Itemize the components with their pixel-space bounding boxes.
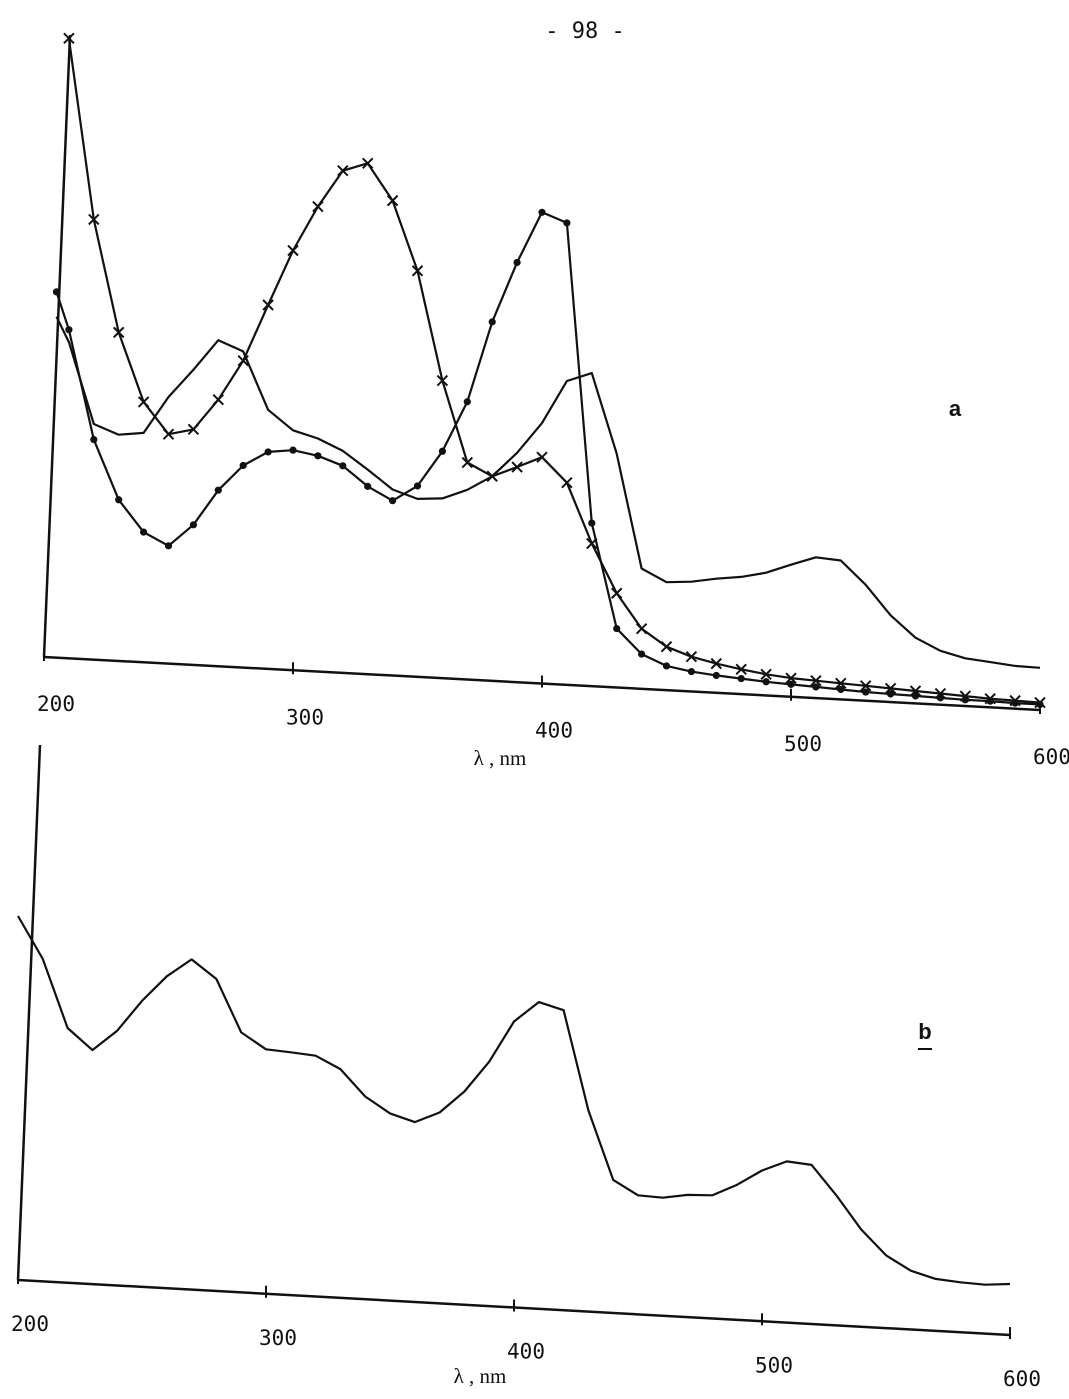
y-axis (44, 35, 70, 657)
dot-marker (53, 288, 60, 295)
spectrum-line (18, 916, 1010, 1285)
x-marker (562, 478, 572, 488)
dot-marker (812, 683, 819, 690)
panel-label: b (918, 1019, 931, 1044)
dot-marker (339, 462, 346, 469)
x-marker (512, 462, 522, 472)
spectrum-line (57, 317, 1041, 668)
dot-marker (1012, 699, 1019, 706)
dot-marker (563, 219, 570, 226)
dot-marker (314, 452, 321, 459)
dot-marker (613, 625, 620, 632)
dot-marker (165, 542, 172, 549)
dot-marker (364, 483, 371, 490)
page-number: - 98 - (545, 19, 624, 44)
dot-marker (738, 675, 745, 682)
dot-marker (289, 447, 296, 454)
dot-marker (937, 694, 944, 701)
dot-marker (464, 398, 471, 405)
x-tick-label: 600 (1003, 1367, 1041, 1391)
dot-marker (489, 318, 496, 325)
x-marker (637, 624, 647, 634)
dot-marker (414, 482, 421, 489)
dot-marker (588, 519, 595, 526)
dot-marker (240, 462, 247, 469)
dot-marker (65, 326, 72, 333)
x-tick-label: 500 (784, 732, 822, 756)
dot-marker (663, 662, 670, 669)
dot-marker (389, 497, 396, 504)
dot-marker (1036, 701, 1043, 708)
x-marker (313, 202, 323, 212)
dot-marker (90, 436, 97, 443)
x-marker (288, 246, 298, 256)
x-tick-label: 300 (259, 1326, 297, 1350)
dot-marker (862, 688, 869, 695)
x-tick-label: 600 (1033, 745, 1069, 769)
dot-marker (638, 650, 645, 657)
dot-marker (439, 448, 446, 455)
dot-marker (987, 698, 994, 705)
x-marker (612, 588, 622, 598)
page-canvas: - 98 - 200 300 400 500 600 λ , nm a 200 300 400 50… (0, 0, 1069, 1399)
x-marker (662, 642, 672, 652)
x-tick-label: 400 (507, 1340, 545, 1364)
panel-label: a (949, 396, 962, 421)
dot-marker (912, 692, 919, 699)
dot-marker (763, 678, 770, 685)
dot-marker (538, 209, 545, 216)
page: {"header": {"page_number": "- 98 -"}, "c… (0, 0, 1069, 1399)
x-marker (388, 196, 398, 206)
x-marker (263, 300, 273, 310)
dot-marker (713, 672, 720, 679)
x-tick-label: 400 (535, 719, 573, 743)
x-axis-label: λ , nm (474, 746, 527, 770)
x-tick-label: 500 (755, 1353, 793, 1377)
dot-marker (787, 681, 794, 688)
x-marker (537, 452, 547, 462)
dot-marker (215, 487, 222, 494)
x-tick-label: 200 (37, 692, 75, 716)
x-marker (139, 397, 149, 407)
dot-marker (140, 529, 147, 536)
dot-marker (962, 696, 969, 703)
dot-marker (688, 668, 695, 675)
x-tick-label: 200 (11, 1312, 49, 1336)
dot-marker (514, 259, 521, 266)
dot-marker (265, 448, 272, 455)
x-tick-label: 300 (286, 705, 324, 729)
dot-marker (837, 686, 844, 693)
dot-marker (190, 521, 197, 528)
x-axis-label: λ , nm (454, 1364, 507, 1388)
y-axis (18, 745, 40, 1280)
spectrum-line (57, 212, 1041, 704)
dot-marker (115, 496, 122, 503)
x-marker (487, 471, 497, 481)
spectrum-line (69, 38, 1040, 702)
dot-marker (887, 690, 894, 697)
x-marker (213, 395, 223, 405)
